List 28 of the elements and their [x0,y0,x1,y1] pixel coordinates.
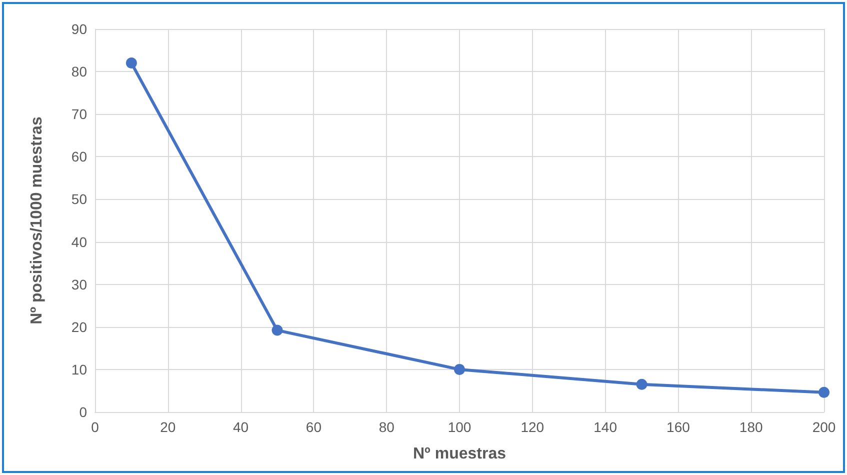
y-tick-label: 50 [71,191,88,208]
x-tick-label: 140 [594,419,618,435]
point [454,364,465,375]
x-tick-label: 160 [666,419,690,435]
x-tick-label: 100 [448,419,472,435]
point [636,378,648,390]
y-tick-label: 30 [71,276,88,292]
y-tick-label: 40 [71,234,88,250]
x-axis-title: Nº muestras [413,446,506,462]
point [126,58,137,69]
x-tick-label: 120 [520,419,544,435]
x-tick-label: 180 [739,419,763,435]
y-tick-label: 60 [71,148,88,165]
y-tick-label: 80 [71,64,88,80]
y-tick-label: 10 [71,361,88,378]
x-tick-label: 200 [812,419,836,435]
x-tick-label: 40 [233,419,249,435]
x-tick-label: 80 [378,419,395,435]
point [272,324,283,336]
y-tick-label: 90 [71,21,88,37]
x-tick-label: 20 [160,419,176,435]
x-tick-label: 0 [91,419,100,435]
y-tick-label: 20 [71,318,88,335]
point [818,386,830,398]
x-tick-label: 60 [306,419,322,435]
y-tick-label: 0 [79,404,88,420]
y-tick-label: 70 [71,106,88,122]
y-axis-title: Nº positivos/1000 muestras [28,116,46,324]
